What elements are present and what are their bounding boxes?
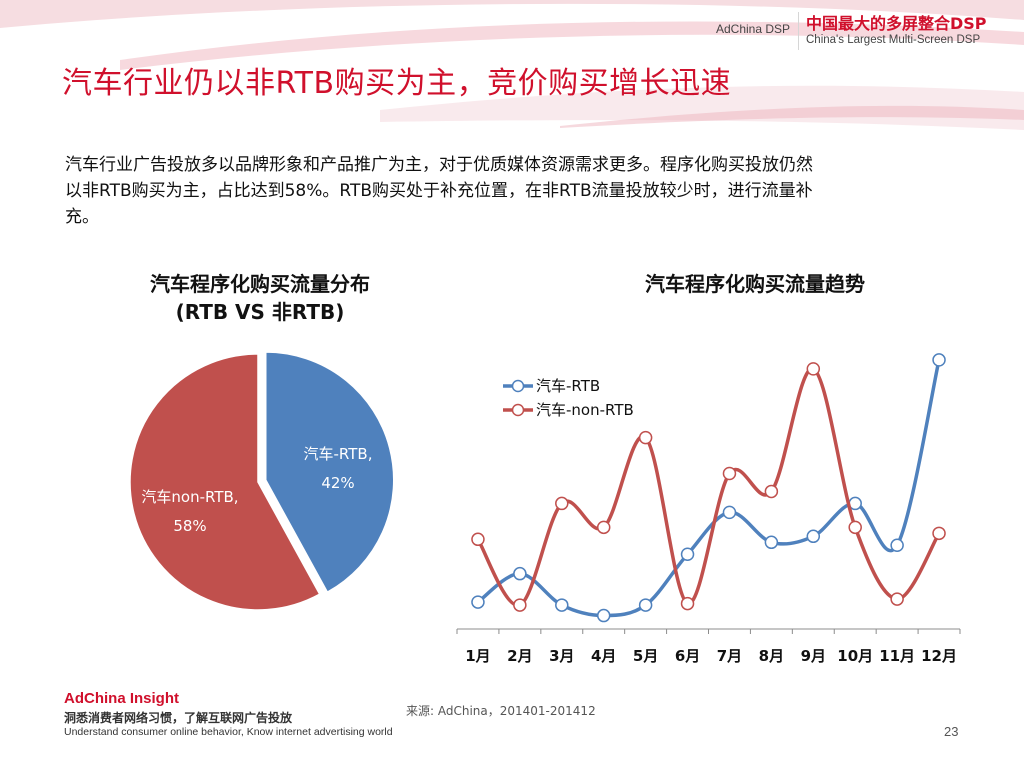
legend-label: 汽车-non-RTB: [536, 401, 634, 419]
pie-slice: [264, 351, 395, 594]
pie-chart-subtitle-line: (RTB VS 非RTB): [175, 300, 345, 324]
intro-line: 充。: [65, 207, 99, 227]
data-point: [890, 592, 904, 606]
data-point: [680, 596, 695, 611]
data-point: [722, 505, 737, 520]
x-tick-label: 8月: [759, 647, 784, 665]
page-title: 汽车行业仍以非RTB购买为主，竞价购买增长迅速: [62, 66, 732, 101]
pie-slice-label: 汽车-RTB,: [304, 445, 373, 463]
series-line: [476, 358, 941, 618]
pie-chart-title: 汽车程序化购买流量分布 (RTB VS 非RTB): [130, 270, 390, 326]
footer-tagline-en: Understand consumer online behavior, Kno…: [64, 726, 393, 738]
data-point: [596, 520, 611, 535]
footer-brand: AdChina Insight: [64, 690, 179, 707]
x-tick-label: 5月: [633, 647, 658, 665]
x-tick-label: 12月: [921, 647, 957, 665]
source-note: 来源: AdChina，201401-201412: [406, 704, 596, 718]
data-point: [513, 598, 527, 612]
x-tick-label: 2月: [507, 647, 532, 665]
legend-swatch-marker: [511, 403, 525, 417]
x-tick-label: 6月: [675, 647, 700, 665]
line-chart-title: 汽车程序化购买流量趋势: [645, 272, 865, 296]
data-point: [555, 496, 569, 511]
data-point: [680, 547, 695, 561]
data-point: [596, 608, 611, 623]
x-tick-label: 10月: [837, 647, 873, 665]
brand-small-label: AdChina DSP: [716, 22, 791, 36]
intro-line: 以非RTB购买为主，占比达到58%。RTB购买处于补充位置，在非RTB流量投放较…: [65, 181, 813, 201]
data-point: [471, 595, 485, 609]
x-tick-label: 11月: [879, 647, 915, 665]
data-point: [890, 538, 904, 553]
pie-chart-title-line: 汽车程序化购买流量分布: [150, 272, 370, 296]
intro-line: 汽车行业广告投放多以品牌形象和产品推广为主，对于优质媒体资源需求更多。程序化购买…: [65, 155, 813, 175]
pie-slice: [129, 353, 321, 611]
intro-paragraph: 汽车行业广告投放多以品牌形象和产品推广为主，对于优质媒体资源需求更多。程序化购买…: [65, 152, 970, 230]
page-number: 23: [944, 724, 959, 739]
data-point: [932, 526, 946, 541]
data-point: [638, 430, 653, 445]
x-tick-label: 7月: [717, 647, 742, 665]
x-tick-label: 9月: [801, 647, 826, 665]
pie-slice-percent: 42%: [321, 474, 354, 492]
x-tick-label: 1月: [465, 647, 490, 665]
data-point: [848, 520, 862, 535]
brand-tagline-en: China's Largest Multi-Screen DSP: [806, 34, 981, 46]
data-point: [932, 353, 946, 367]
data-point: [806, 362, 821, 376]
data-point: [555, 598, 569, 612]
pie-slice-label: 汽车non-RTB,: [141, 488, 238, 506]
data-point: [638, 598, 653, 612]
legend-label: 汽车-RTB: [536, 377, 600, 395]
brand-tagline-cn: 中国最大的多屏整合DSP: [806, 14, 987, 33]
data-point: [764, 484, 779, 499]
brand-divider: [798, 12, 799, 50]
data-point: [806, 529, 821, 544]
x-tick-label: 3月: [549, 647, 574, 665]
footer-tagline-cn: 洞悉消费者网络习惯，了解互联网广告投放: [64, 711, 293, 725]
pie-slice-percent: 58%: [173, 517, 206, 535]
data-point: [513, 566, 527, 581]
x-tick-label: 4月: [591, 647, 616, 665]
data-point: [471, 532, 485, 547]
data-point: [764, 535, 779, 550]
legend-swatch-marker: [511, 379, 525, 393]
data-point: [722, 466, 737, 481]
